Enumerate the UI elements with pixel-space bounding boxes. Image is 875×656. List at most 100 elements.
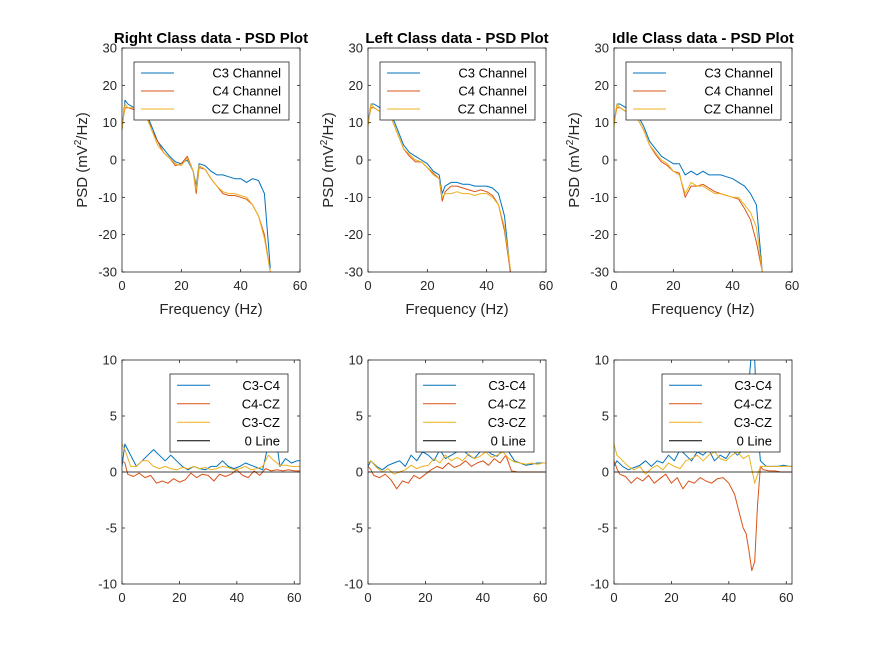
y-axis-label-main: PSD (mV bbox=[74, 145, 91, 208]
legend-label: C3 Channel bbox=[212, 66, 281, 81]
legend-box bbox=[169, 373, 289, 453]
y-tick-label: -10 bbox=[98, 190, 117, 205]
y-tick-label: -5 bbox=[597, 521, 609, 536]
legend-label: C3 Channel bbox=[458, 66, 527, 81]
y-tick-label: 10 bbox=[103, 353, 117, 368]
y-axis-label-tail: /Hz) bbox=[74, 112, 91, 140]
x-tick-label: 0 bbox=[118, 278, 125, 293]
x-tick-label: 40 bbox=[725, 278, 739, 293]
series-line-3 bbox=[614, 443, 792, 484]
x-axis-label: Frequency (Hz) bbox=[651, 301, 754, 318]
y-axis-label-tail: /Hz) bbox=[320, 112, 337, 140]
legend-label: CZ Channel bbox=[212, 102, 281, 117]
legend-label: C4-CZ bbox=[488, 396, 526, 411]
x-tick-label: 0 bbox=[364, 590, 371, 605]
y-tick-label: -30 bbox=[590, 265, 609, 280]
y-axis-label: PSD (mV2/Hz) bbox=[565, 112, 583, 208]
legend-label: C4-CZ bbox=[242, 396, 280, 411]
legend-label: C3-C4 bbox=[488, 378, 526, 393]
legend: C3 Channel C4 Channel CZ Channel bbox=[625, 61, 782, 121]
legend-box bbox=[415, 373, 535, 453]
x-tick-label: 60 bbox=[779, 590, 793, 605]
y-tick-label: 0 bbox=[356, 153, 363, 168]
legend: C3-C4 C4-CZ C3-CZ 0 Line bbox=[661, 373, 781, 453]
y-tick-label: -10 bbox=[98, 577, 117, 592]
legend-label: 0 Line bbox=[491, 433, 526, 448]
legend: C3-C4 C4-CZ C3-CZ 0 Line bbox=[169, 373, 289, 453]
legend-label: CZ Channel bbox=[704, 102, 773, 117]
legend-label: C3-C4 bbox=[734, 378, 772, 393]
x-tick-label: 60 bbox=[785, 278, 799, 293]
series-line-3 bbox=[122, 443, 300, 471]
series-line-3 bbox=[368, 451, 546, 475]
y-tick-label: -10 bbox=[344, 190, 363, 205]
series-line-2 bbox=[122, 460, 300, 484]
y-tick-label: -20 bbox=[344, 227, 363, 242]
y-tick-label: 0 bbox=[602, 465, 609, 480]
x-tick-label: 20 bbox=[664, 590, 678, 605]
x-tick-label: 0 bbox=[364, 278, 371, 293]
legend: C3 Channel C4 Channel CZ Channel bbox=[133, 61, 290, 121]
chart-title: Idle Class data - PSD Plot bbox=[612, 30, 794, 47]
series-group bbox=[122, 424, 300, 484]
legend-label: C3 Channel bbox=[704, 66, 773, 81]
y-tick-label: -5 bbox=[105, 521, 117, 536]
y-tick-label: -10 bbox=[344, 577, 363, 592]
y-tick-label: 10 bbox=[349, 115, 363, 130]
x-tick-label: 60 bbox=[287, 590, 301, 605]
y-axis-label-superscript: 2 bbox=[565, 139, 576, 145]
y-tick-label: 30 bbox=[103, 41, 117, 56]
y-tick-label: -20 bbox=[98, 227, 117, 242]
legend-label: C3-C4 bbox=[242, 378, 280, 393]
x-tick-label: 20 bbox=[666, 278, 680, 293]
x-tick-label: 20 bbox=[418, 590, 432, 605]
chart-panel-6: 0 20 40 60 -10 -5 0 5 10 C3-C4 C4-CZ C3-CZ 0 Line bbox=[590, 353, 793, 606]
y-tick-label: -30 bbox=[344, 265, 363, 280]
legend-label: C3-CZ bbox=[488, 415, 526, 430]
x-axis-label: Frequency (Hz) bbox=[405, 301, 508, 318]
chart-panel-4: 0 20 40 60 -10 -5 0 5 10 C3-C4 C4-CZ C3-CZ 0 Line bbox=[98, 353, 301, 606]
y-axis-label: PSD (mV2/Hz) bbox=[73, 112, 91, 208]
y-tick-label: 5 bbox=[602, 409, 609, 424]
y-tick-label: 10 bbox=[595, 115, 609, 130]
y-axis-label-tail: /Hz) bbox=[566, 112, 583, 140]
chart-panel-5: 0 20 40 60 -10 -5 0 5 10 C3-C4 C4-CZ C3-CZ 0 Line bbox=[344, 353, 547, 606]
legend: C3 Channel C4 Channel CZ Channel bbox=[379, 61, 536, 121]
x-tick-label: 20 bbox=[420, 278, 434, 293]
x-tick-label: 20 bbox=[172, 590, 186, 605]
legend-label: C4 Channel bbox=[458, 84, 527, 99]
y-tick-label: 20 bbox=[103, 78, 117, 93]
legend-label: CZ Channel bbox=[458, 102, 527, 117]
x-tick-label: 60 bbox=[293, 278, 307, 293]
y-tick-label: 30 bbox=[595, 41, 609, 56]
y-axis-label: PSD (mV2/Hz) bbox=[319, 112, 337, 208]
x-tick-label: 40 bbox=[479, 278, 493, 293]
x-tick-label: 0 bbox=[610, 278, 617, 293]
x-tick-label: 0 bbox=[610, 590, 617, 605]
y-tick-label: 20 bbox=[595, 78, 609, 93]
legend-label: 0 Line bbox=[737, 433, 772, 448]
legend-box bbox=[661, 373, 781, 453]
y-tick-label: 5 bbox=[110, 409, 117, 424]
y-tick-label: 30 bbox=[349, 41, 363, 56]
x-tick-label: 60 bbox=[533, 590, 547, 605]
x-tick-label: 40 bbox=[233, 278, 247, 293]
y-axis-label-superscript: 2 bbox=[73, 139, 84, 145]
x-tick-label: 20 bbox=[174, 278, 188, 293]
chart-title: Right Class data - PSD Plot bbox=[114, 30, 308, 47]
y-tick-label: 0 bbox=[356, 465, 363, 480]
y-tick-label: 0 bbox=[110, 465, 117, 480]
x-tick-label: 0 bbox=[118, 590, 125, 605]
y-axis-label-main: PSD (mV bbox=[566, 145, 583, 208]
y-tick-label: 0 bbox=[602, 153, 609, 168]
x-tick-label: 40 bbox=[722, 590, 736, 605]
legend-label: C4-CZ bbox=[734, 396, 772, 411]
y-axis-label-main: PSD (mV bbox=[320, 145, 337, 208]
y-tick-label: 10 bbox=[595, 353, 609, 368]
chart-title: Left Class data - PSD Plot bbox=[365, 30, 548, 47]
y-tick-label: 5 bbox=[356, 409, 363, 424]
